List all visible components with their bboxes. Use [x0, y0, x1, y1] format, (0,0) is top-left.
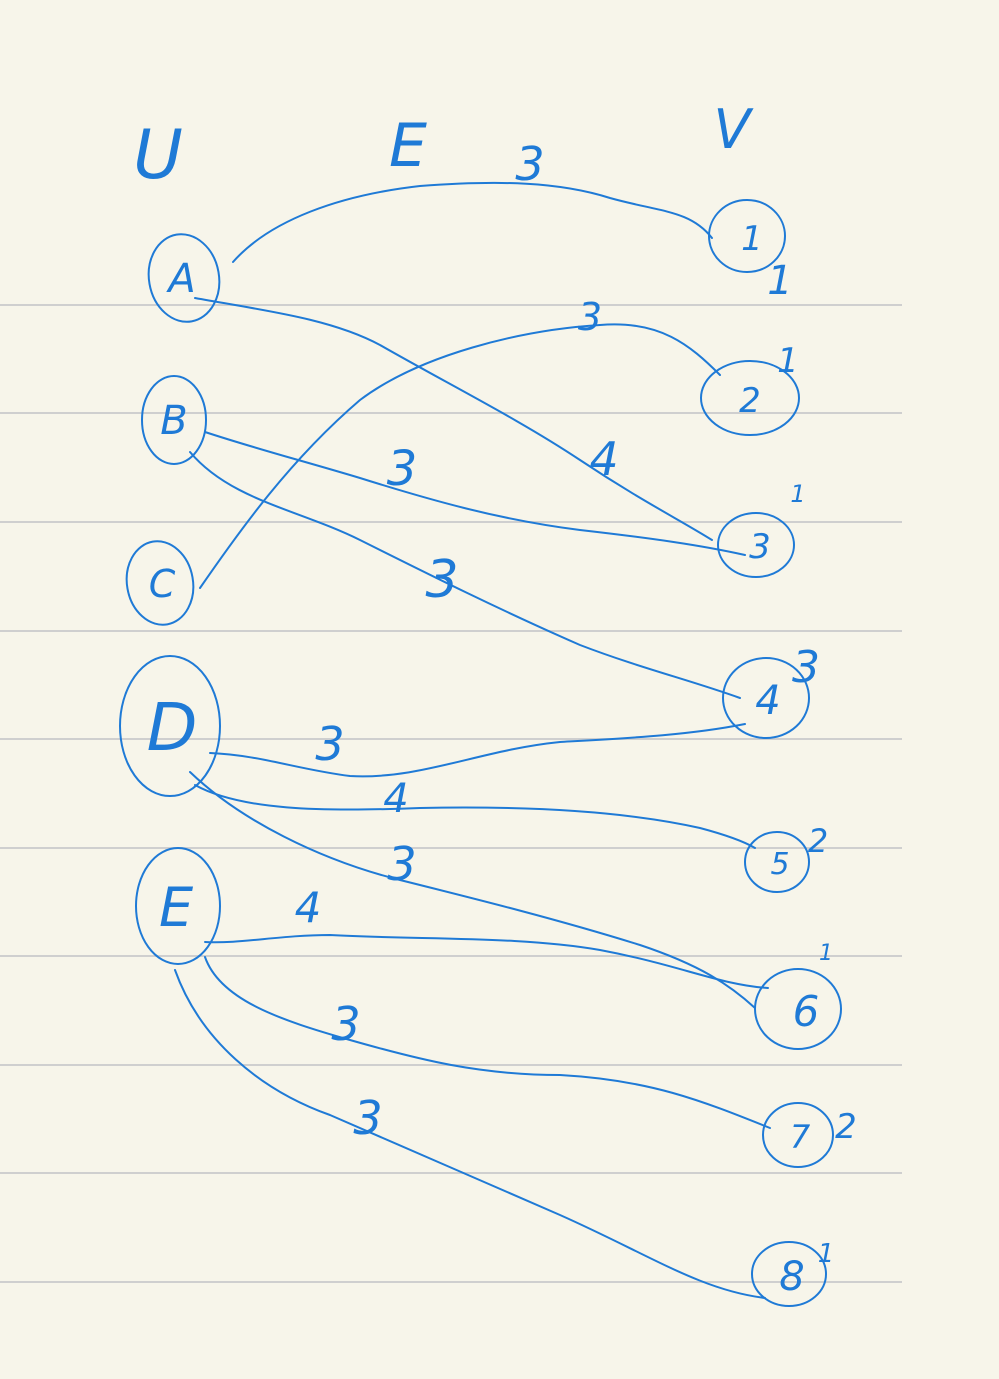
node-c-circle	[125, 540, 195, 626]
edge-a-1	[232, 181, 713, 263]
node-d-circle	[119, 655, 221, 797]
node-a-label: A	[165, 256, 195, 302]
node-6-mark: 1	[819, 941, 833, 966]
ruled-lines	[0, 304, 902, 1283]
node-e-label: E	[159, 876, 194, 939]
edge-weight-label: 3	[387, 441, 418, 497]
node-3-mark: 1	[790, 480, 805, 508]
node-7-mark: 2	[835, 1107, 857, 1147]
header-u: U	[133, 116, 183, 195]
node-5-mark: 2	[808, 822, 828, 860]
node-3[interactable]: 3 1	[717, 480, 806, 578]
node-a[interactable]: A	[142, 229, 226, 328]
node-6-circle	[754, 968, 842, 1050]
edge-d-4	[209, 723, 746, 778]
node-a-circle	[147, 233, 221, 323]
node-1-mark: 1	[767, 258, 792, 304]
node-1-circle	[708, 199, 786, 273]
node-2-circle	[700, 360, 800, 436]
node-e[interactable]: E	[135, 847, 221, 965]
edge-weight-label: 3	[387, 837, 416, 891]
edge-e-6	[204, 934, 769, 989]
node-3-label: 3	[749, 527, 771, 567]
edge-weight-label: 4	[383, 776, 408, 822]
edge-d-6	[189, 771, 756, 1009]
node-5[interactable]: 5 2	[744, 822, 828, 893]
edge-weight-label: 3	[515, 137, 544, 191]
node-7-label: 7	[790, 1118, 811, 1156]
node-2-mark: 1	[777, 341, 799, 381]
node-b[interactable]: B	[141, 375, 207, 465]
node-d[interactable]: D	[119, 655, 221, 797]
header-e: E	[389, 111, 427, 181]
node-4[interactable]: 4 3	[722, 642, 820, 739]
node-4-mark: 3	[792, 642, 820, 693]
edge-weights: 3 4 3 3 3 3 4 3 4 3 3	[295, 137, 619, 1145]
node-e-circle	[135, 847, 221, 965]
edge-weight-label: 3	[315, 717, 344, 771]
node-7[interactable]: 7 2	[762, 1102, 857, 1168]
edge-weight-label: 4	[295, 883, 322, 932]
node-5-label: 5	[770, 847, 789, 882]
node-d-label: D	[147, 689, 198, 766]
node-5-circle	[744, 831, 810, 893]
node-8[interactable]: 8 1	[751, 1239, 835, 1307]
right-nodes: 1 1 2 1 3 1 4 3 5 2 6 1 7	[700, 199, 857, 1307]
node-4-label: 4	[755, 678, 780, 724]
edge-weight-label: 3	[425, 550, 458, 610]
node-1-label: 1	[741, 219, 763, 259]
edge-e-7	[204, 956, 771, 1129]
edge-weight-label: 4	[589, 432, 618, 486]
header-v: V	[714, 98, 755, 161]
edge-e-8	[174, 969, 766, 1299]
node-c-label: C	[149, 562, 176, 606]
node-1[interactable]: 1 1	[708, 199, 793, 304]
node-4-circle	[722, 657, 810, 739]
node-b-label: B	[160, 398, 187, 444]
node-7-circle	[762, 1102, 834, 1168]
edge-a-3	[194, 297, 713, 541]
left-nodes: A B C D E	[119, 229, 226, 965]
node-6[interactable]: 6 1	[754, 941, 842, 1050]
edge-weight-label: 3	[578, 295, 602, 339]
edge-b-3	[204, 431, 746, 556]
node-8-circle	[751, 1241, 827, 1307]
node-b-circle	[141, 375, 207, 465]
node-8-label: 8	[779, 1254, 804, 1300]
node-c[interactable]: C	[120, 536, 200, 630]
node-2[interactable]: 2 1	[700, 341, 800, 436]
node-8-mark: 1	[818, 1239, 835, 1269]
node-3-circle	[717, 512, 795, 578]
edge-weight-label: 3	[331, 997, 360, 1051]
node-6-label: 6	[793, 987, 820, 1036]
edge-b-4	[189, 451, 741, 699]
edge-c-2	[199, 323, 721, 589]
node-2-label: 2	[739, 381, 761, 421]
edge-weight-label: 3	[353, 1091, 382, 1145]
edges	[174, 181, 771, 1299]
edge-d-5	[194, 784, 756, 849]
